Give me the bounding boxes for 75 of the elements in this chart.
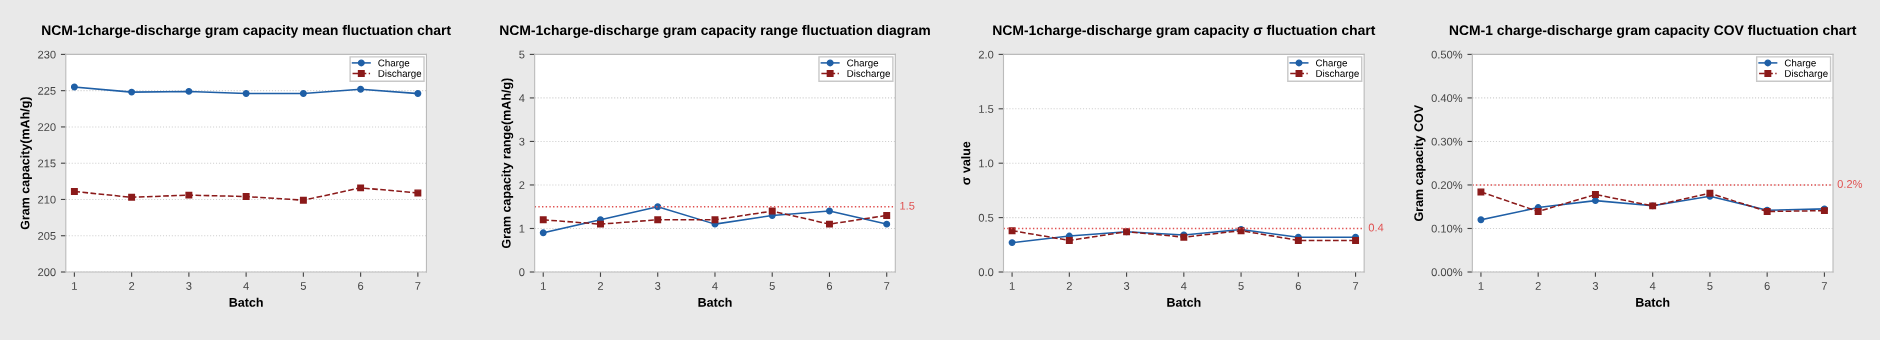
x-tick-label: 3: [1592, 282, 1599, 290]
x-tick-label: 4: [1649, 282, 1656, 290]
y-tick-label: 210: [38, 195, 56, 204]
chart-title: NCM-1charge-discharge gram capacity mean fluctuation chart: [42, 24, 451, 38]
y-tick-label: 220: [38, 123, 56, 132]
x-tick-label: 6: [826, 282, 833, 290]
x-axis-title: Batch: [1167, 297, 1201, 307]
y-tick-label: 0.50%: [1431, 50, 1463, 59]
legend-label: Discharge: [1316, 69, 1359, 79]
x-tick-label: 5: [1707, 282, 1713, 290]
chart-title: NCM-1 charge-discharge gram capacity COV fluctuation chart: [1449, 24, 1857, 38]
chart-title: NCM-1charge-discharge gram capacity range fluctuation diagram: [500, 24, 930, 38]
x-tick-label: 1: [1478, 282, 1484, 290]
y-tick-label: 4: [519, 94, 525, 102]
x-tick-label: 7: [1821, 282, 1827, 290]
y-tick-label: 0.10%: [1431, 224, 1463, 233]
x-tick-label: 1: [72, 282, 77, 290]
y-tick-label: 0.0: [978, 268, 994, 277]
y-tick-label: 1: [519, 224, 525, 233]
x-tick-label: 7: [1353, 282, 1359, 290]
y-tick-label: 200: [38, 268, 56, 277]
y-tick-label: 225: [38, 86, 56, 95]
legend-label: Charge: [1316, 59, 1347, 69]
y-tick-label: 205: [38, 232, 56, 240]
y-tick-label: 230: [38, 50, 56, 59]
y-axis-title: Gram capacity COV: [1413, 104, 1426, 222]
x-tick-label: 1: [540, 282, 546, 290]
ref-line-label: 1.5: [900, 201, 915, 210]
y-tick-label: 2: [519, 181, 525, 189]
y-axis-title: Gram capacity range(mAh/g): [501, 78, 514, 249]
y-axis-title: σ value: [961, 141, 971, 185]
x-axis-title: Batch: [229, 297, 263, 307]
legend-label: Discharge: [847, 69, 891, 79]
y-tick-label: 0.20%: [1431, 181, 1463, 190]
y-tick-label: 215: [38, 159, 56, 168]
y-tick-label: 1.5: [979, 105, 994, 113]
x-tick-label: 6: [1764, 282, 1770, 290]
y-tick-label: 3: [519, 137, 525, 146]
y-tick-label: 0.40%: [1431, 94, 1463, 103]
x-tick-label: 4: [1180, 282, 1187, 290]
y-tick-label: 5: [519, 50, 525, 59]
x-tick-label: 2: [129, 282, 135, 290]
x-tick-label: 4: [712, 282, 718, 290]
legend-label: Charge: [378, 59, 410, 69]
y-tick-label: 1.0: [979, 159, 994, 168]
legend-label: Discharge: [378, 69, 422, 79]
legend-label: Charge: [847, 59, 879, 69]
x-tick-label: 1: [1009, 282, 1015, 290]
legend-label: Discharge: [1785, 69, 1828, 79]
y-tick-label: 0.00%: [1431, 268, 1463, 277]
x-tick-label: 5: [1238, 282, 1244, 290]
x-tick-label: 6: [1295, 282, 1301, 290]
y-tick-label: 0.30%: [1431, 137, 1463, 146]
x-tick-label: 6: [358, 282, 364, 290]
x-tick-label: 3: [1123, 282, 1130, 290]
x-tick-label: 5: [769, 282, 775, 290]
x-tick-label: 7: [415, 282, 421, 290]
y-tick-label: 0.5: [978, 213, 994, 222]
chart-title: NCM-1charge-discharge gram capacity σ fluctuation chart: [993, 24, 1376, 38]
x-tick-label: 4: [243, 282, 249, 290]
x-tick-label: 2: [1535, 282, 1541, 290]
x-tick-label: 3: [655, 282, 661, 290]
legend-label: Charge: [1784, 59, 1816, 69]
x-tick-label: 2: [1066, 282, 1072, 290]
x-tick-label: 3: [186, 282, 192, 290]
y-tick-label: 0: [519, 268, 525, 277]
y-tick-label: 2.0: [978, 50, 994, 59]
ref-line-label: 0.2%: [1837, 180, 1863, 188]
x-tick-label: 5: [300, 282, 306, 290]
x-tick-label: 7: [884, 282, 890, 290]
x-tick-label: 2: [597, 282, 604, 290]
x-axis-title: Batch: [698, 297, 732, 307]
y-axis-title: Gram capacity(mAh/g): [20, 97, 32, 230]
ref-line-label: 0.4: [1368, 223, 1384, 232]
x-axis-title: Batch: [1636, 297, 1670, 307]
